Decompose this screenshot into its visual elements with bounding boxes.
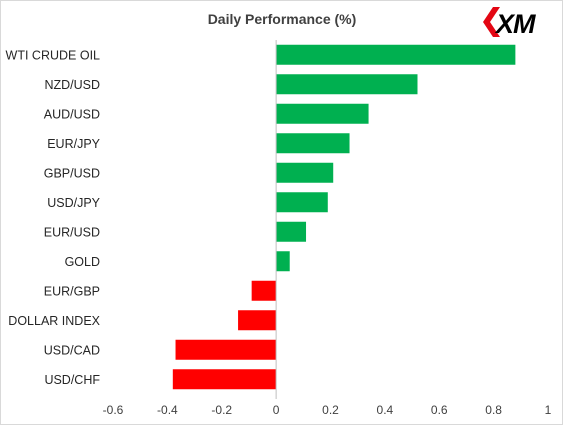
x-tick-label: 0.4 — [377, 403, 394, 417]
category-labels: WTI CRUDE OIL NZD/USD AUD/USD EUR/JPY GBP/US… — [6, 48, 101, 387]
x-tick-label: 0.8 — [485, 403, 502, 417]
bar-dollar-index — [238, 310, 277, 331]
x-tick-label: 1 — [545, 403, 552, 417]
bar-wti-crude-oil — [276, 44, 516, 65]
brand-logo: XM — [483, 7, 537, 39]
category-label: NZD/USD — [44, 78, 100, 92]
x-tick-label: 0.2 — [322, 403, 339, 417]
x-tick-label: 0 — [273, 403, 280, 417]
category-label: USD/CHF — [44, 373, 100, 387]
chart-title: Daily Performance (%) — [208, 11, 357, 27]
logo-accent-mark — [483, 7, 500, 37]
category-label: EUR/USD — [44, 225, 100, 239]
category-label: GOLD — [65, 255, 100, 269]
x-axis-ticks: -0.6 -0.4 -0.2 0 0.2 0.4 0.6 0.8 1 — [103, 403, 552, 417]
bar-eur-jpy — [276, 133, 350, 154]
bar-gold — [276, 251, 290, 272]
bar-aud-usd — [276, 103, 369, 124]
bar-nzd-usd — [276, 74, 418, 95]
category-label: DOLLAR INDEX — [8, 314, 100, 328]
logo-text: XM — [494, 9, 536, 39]
category-label: AUD/USD — [44, 107, 100, 121]
category-label: EUR/JPY — [47, 137, 100, 151]
bar-eur-gbp — [251, 280, 277, 301]
category-label: USD/CAD — [44, 343, 100, 357]
x-tick-label: -0.2 — [211, 403, 232, 417]
bar-gbp-usd — [276, 162, 334, 183]
bar-usd-jpy — [276, 192, 328, 213]
bar-usd-cad — [175, 339, 277, 360]
category-label: GBP/USD — [44, 166, 100, 180]
category-label: WTI CRUDE OIL — [6, 48, 100, 62]
x-tick-label: -0.6 — [103, 403, 124, 417]
bar-group — [172, 44, 516, 390]
x-tick-label: 0.6 — [431, 403, 448, 417]
category-label: EUR/GBP — [44, 284, 100, 298]
bar-eur-usd — [276, 221, 307, 242]
bar-usd-chf — [172, 369, 277, 390]
category-label: USD/JPY — [47, 196, 100, 210]
x-tick-label: -0.4 — [157, 403, 178, 417]
